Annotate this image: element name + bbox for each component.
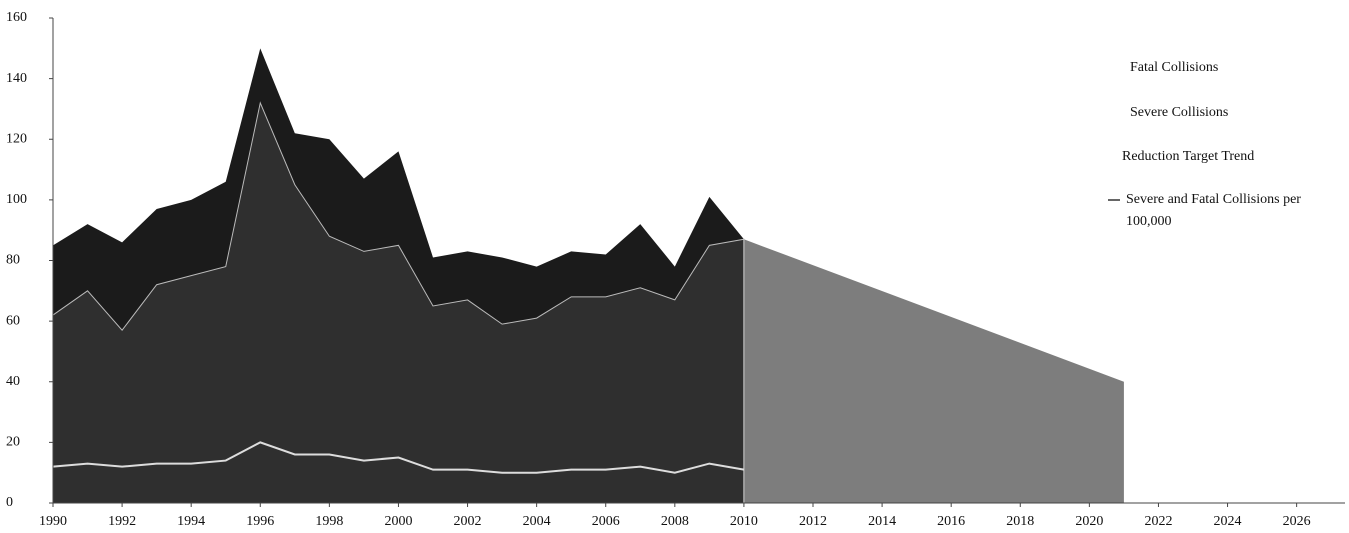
x-tick-label: 1994	[177, 514, 205, 529]
x-tick-label: 2010	[730, 514, 758, 529]
x-tick-label: 2020	[1075, 514, 1103, 529]
y-tick-label: 120	[6, 131, 27, 146]
x-tick-label: 2014	[868, 514, 896, 529]
legend-entry: Severe Collisions	[1130, 105, 1229, 120]
line	[52, 441, 745, 474]
target-area	[743, 239, 1124, 503]
legend-entry: Severe and Fatal Collisions per 100,000	[1126, 192, 1301, 229]
y-tick-label: 0	[6, 495, 13, 510]
x-tick-label: 2018	[1006, 514, 1034, 529]
x-tick-label: 2004	[523, 514, 551, 529]
x-tick-label: 2008	[661, 514, 689, 529]
x-tick-label: 1992	[108, 514, 136, 529]
area	[52, 101, 745, 504]
x-tick-label: 2000	[384, 514, 412, 529]
y-tick-label: 20	[6, 435, 20, 450]
x-tick-label: 1990	[39, 514, 67, 529]
legend-entry: Fatal Collisions	[1130, 60, 1219, 75]
x-tick-label: 2026	[1283, 514, 1311, 529]
legend-entry: Reduction Target Trend	[1122, 149, 1255, 164]
x-tick-label: 2006	[592, 514, 620, 529]
y-tick-label: 40	[6, 374, 20, 389]
x-tick-label: 2016	[937, 514, 965, 529]
y-tick-label: 60	[6, 313, 20, 328]
y-tick-label: 80	[6, 253, 20, 268]
x-tick-label: 1996	[246, 514, 274, 529]
x-tick-label: 2012	[799, 514, 827, 529]
x-tick-label: 1998	[315, 514, 343, 529]
x-tick-label: 2022	[1144, 514, 1172, 529]
x-tick-label: 2002	[454, 514, 482, 529]
y-tick-label: 100	[6, 192, 27, 207]
y-tick-label: 160	[6, 10, 27, 25]
x-tick-label: 2024	[1214, 514, 1242, 529]
y-tick-label: 140	[6, 71, 27, 86]
